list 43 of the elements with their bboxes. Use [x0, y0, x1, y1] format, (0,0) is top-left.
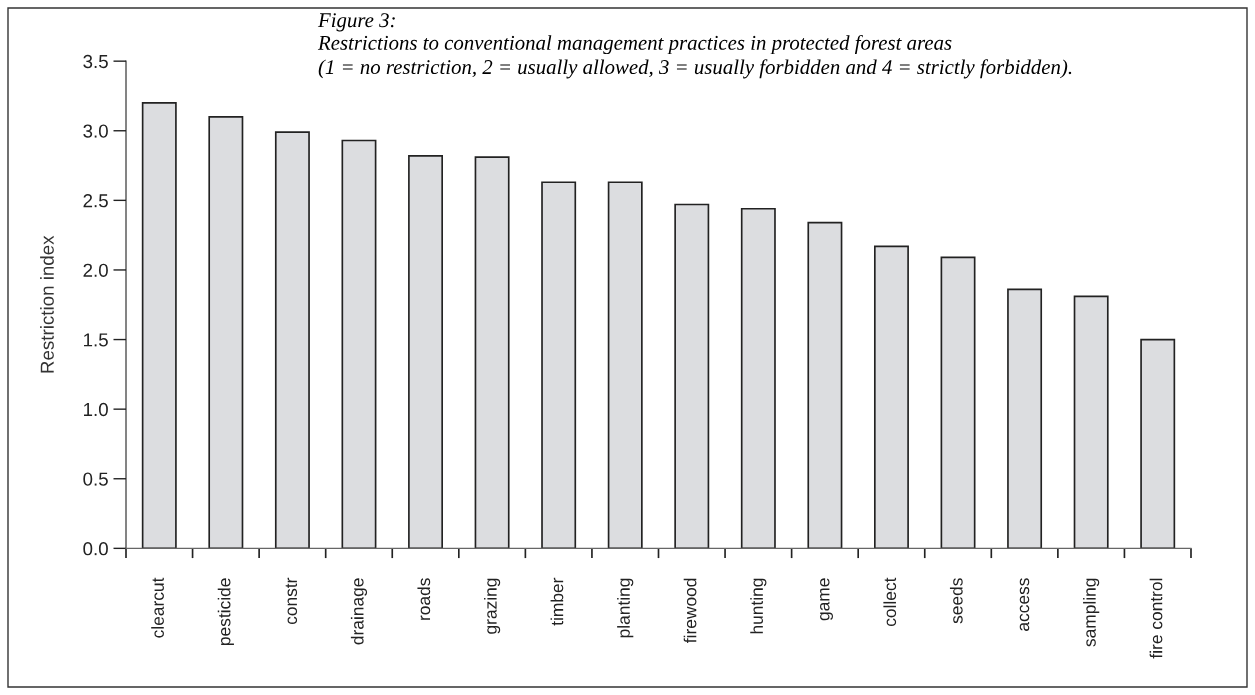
- bar: [740, 207, 776, 549]
- chart-subtitle: Restrictions to conventional management practices in protected forest areas (1 = no restriction, 2 = usually allowed, 3 = usually forbidden and 4 = strictly forbidden).: [317, 35, 1072, 79]
- y-tick-label: 0.0: [83, 542, 108, 556]
- y-axis-title: Restriction index: [40, 235, 54, 373]
- x-tick-label: constr: [285, 577, 298, 625]
- bar: [408, 154, 444, 549]
- bar: [674, 203, 710, 549]
- bar: [1007, 288, 1043, 549]
- bar: [541, 181, 577, 549]
- x-tick-label: clearcut: [151, 577, 164, 638]
- x-tick-label: planting: [617, 578, 634, 638]
- y-tick-label: 1.5: [84, 333, 108, 347]
- chart-title: Figure 3:: [317, 13, 395, 32]
- bar: [208, 116, 244, 549]
- x-tick-label: fire control: [1149, 578, 1163, 659]
- y-tick-label: 2.0: [83, 263, 108, 277]
- x-tick-label: grazing: [484, 578, 501, 634]
- y-tick-label: 3.0: [83, 124, 108, 138]
- bar: [341, 139, 377, 549]
- bar: [274, 131, 310, 549]
- y-tick-label: 3.5: [83, 54, 108, 69]
- bar: [474, 156, 510, 549]
- bar: [607, 181, 643, 549]
- y-tick-label: 0.5: [83, 472, 108, 486]
- x-tick-label: timber: [550, 577, 564, 626]
- bar: [940, 256, 976, 549]
- bar: [873, 245, 909, 549]
- x-tick-label: firewood: [683, 578, 697, 643]
- x-tick-label: roads: [417, 578, 431, 620]
- x-tick-label: drainage: [350, 578, 368, 645]
- y-tick-label: 1.0: [84, 402, 108, 417]
- bar: [1073, 295, 1109, 549]
- x-tick-label: pesticide: [217, 578, 234, 645]
- bar: [807, 221, 843, 549]
- x-tick-label: collect: [883, 577, 897, 627]
- x-tick-label: seeds: [949, 578, 963, 624]
- x-tick-label: hunting: [750, 578, 767, 634]
- x-tick-label: sampling: [1083, 578, 1100, 647]
- bar: [141, 102, 177, 549]
- x-tick-label: game: [820, 578, 833, 621]
- y-tick-label: 2.5: [83, 194, 108, 208]
- x-tick-label: access: [1019, 578, 1030, 631]
- bar: [1140, 338, 1176, 549]
